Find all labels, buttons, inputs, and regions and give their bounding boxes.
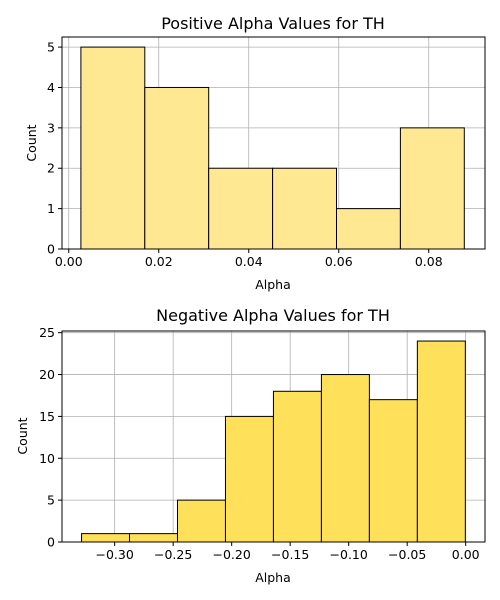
chart-title: Negative Alpha Values for TH	[156, 306, 390, 325]
y-tick-label: 5	[47, 40, 55, 55]
x-tick-label: 0.00	[55, 254, 83, 269]
y-tick-label: 0	[47, 242, 55, 257]
x-tick-label: 0.08	[415, 254, 443, 269]
y-tick-label: 25	[39, 325, 55, 340]
x-tick-label: −0.20	[213, 547, 251, 562]
histogram-bar	[81, 533, 131, 543]
x-tick-label: −0.30	[95, 547, 133, 562]
chart-title: Positive Alpha Values for TH	[161, 14, 385, 33]
x-axis-label: Alpha	[255, 277, 291, 292]
y-tick-label: 15	[39, 409, 55, 424]
histogram-bar	[176, 499, 226, 543]
histogram-bar	[368, 399, 418, 543]
histogram-bar	[272, 167, 338, 250]
x-axis-label: Alpha	[255, 570, 291, 585]
y-tick-label: 20	[39, 367, 55, 382]
y-tick-label: 5	[47, 493, 55, 508]
y-tick-label: 0	[47, 535, 55, 550]
axes-frame	[61, 330, 486, 543]
y-tick-label: 10	[39, 451, 55, 466]
x-tick-label: 0.02	[145, 254, 173, 269]
histogram-bar	[320, 374, 370, 543]
histogram-bar	[80, 46, 146, 250]
x-tick-label: −0.15	[271, 547, 309, 562]
histogram-bar	[224, 415, 274, 543]
axes-frame	[61, 36, 486, 250]
positive-alpha-histogram: Positive Alpha Values for TH Alpha Count…	[24, 14, 486, 292]
histogram-bar	[272, 390, 322, 543]
negative-alpha-histogram: Negative Alpha Values for TH Alpha Count…	[15, 306, 486, 585]
histogram-bar	[399, 127, 465, 250]
histogram-bar	[208, 167, 274, 250]
y-axis-label: Count	[24, 124, 39, 161]
y-tick-label: 1	[47, 201, 55, 216]
x-tick-label: −0.10	[330, 547, 368, 562]
y-axis-label: Count	[15, 417, 30, 454]
histogram-bar	[144, 86, 210, 250]
histogram-bar	[129, 533, 178, 543]
x-tick-label: −0.25	[154, 547, 192, 562]
y-tick-label: 3	[47, 120, 55, 135]
x-tick-label: 0.04	[235, 254, 263, 269]
histogram-bar	[416, 340, 466, 543]
y-tick-label: 2	[47, 161, 55, 176]
x-tick-label: −0.05	[388, 547, 426, 562]
histogram-bar	[336, 208, 401, 250]
x-tick-label: 0.00	[452, 547, 480, 562]
y-tick-label: 4	[47, 80, 55, 95]
x-tick-label: 0.06	[325, 254, 353, 269]
